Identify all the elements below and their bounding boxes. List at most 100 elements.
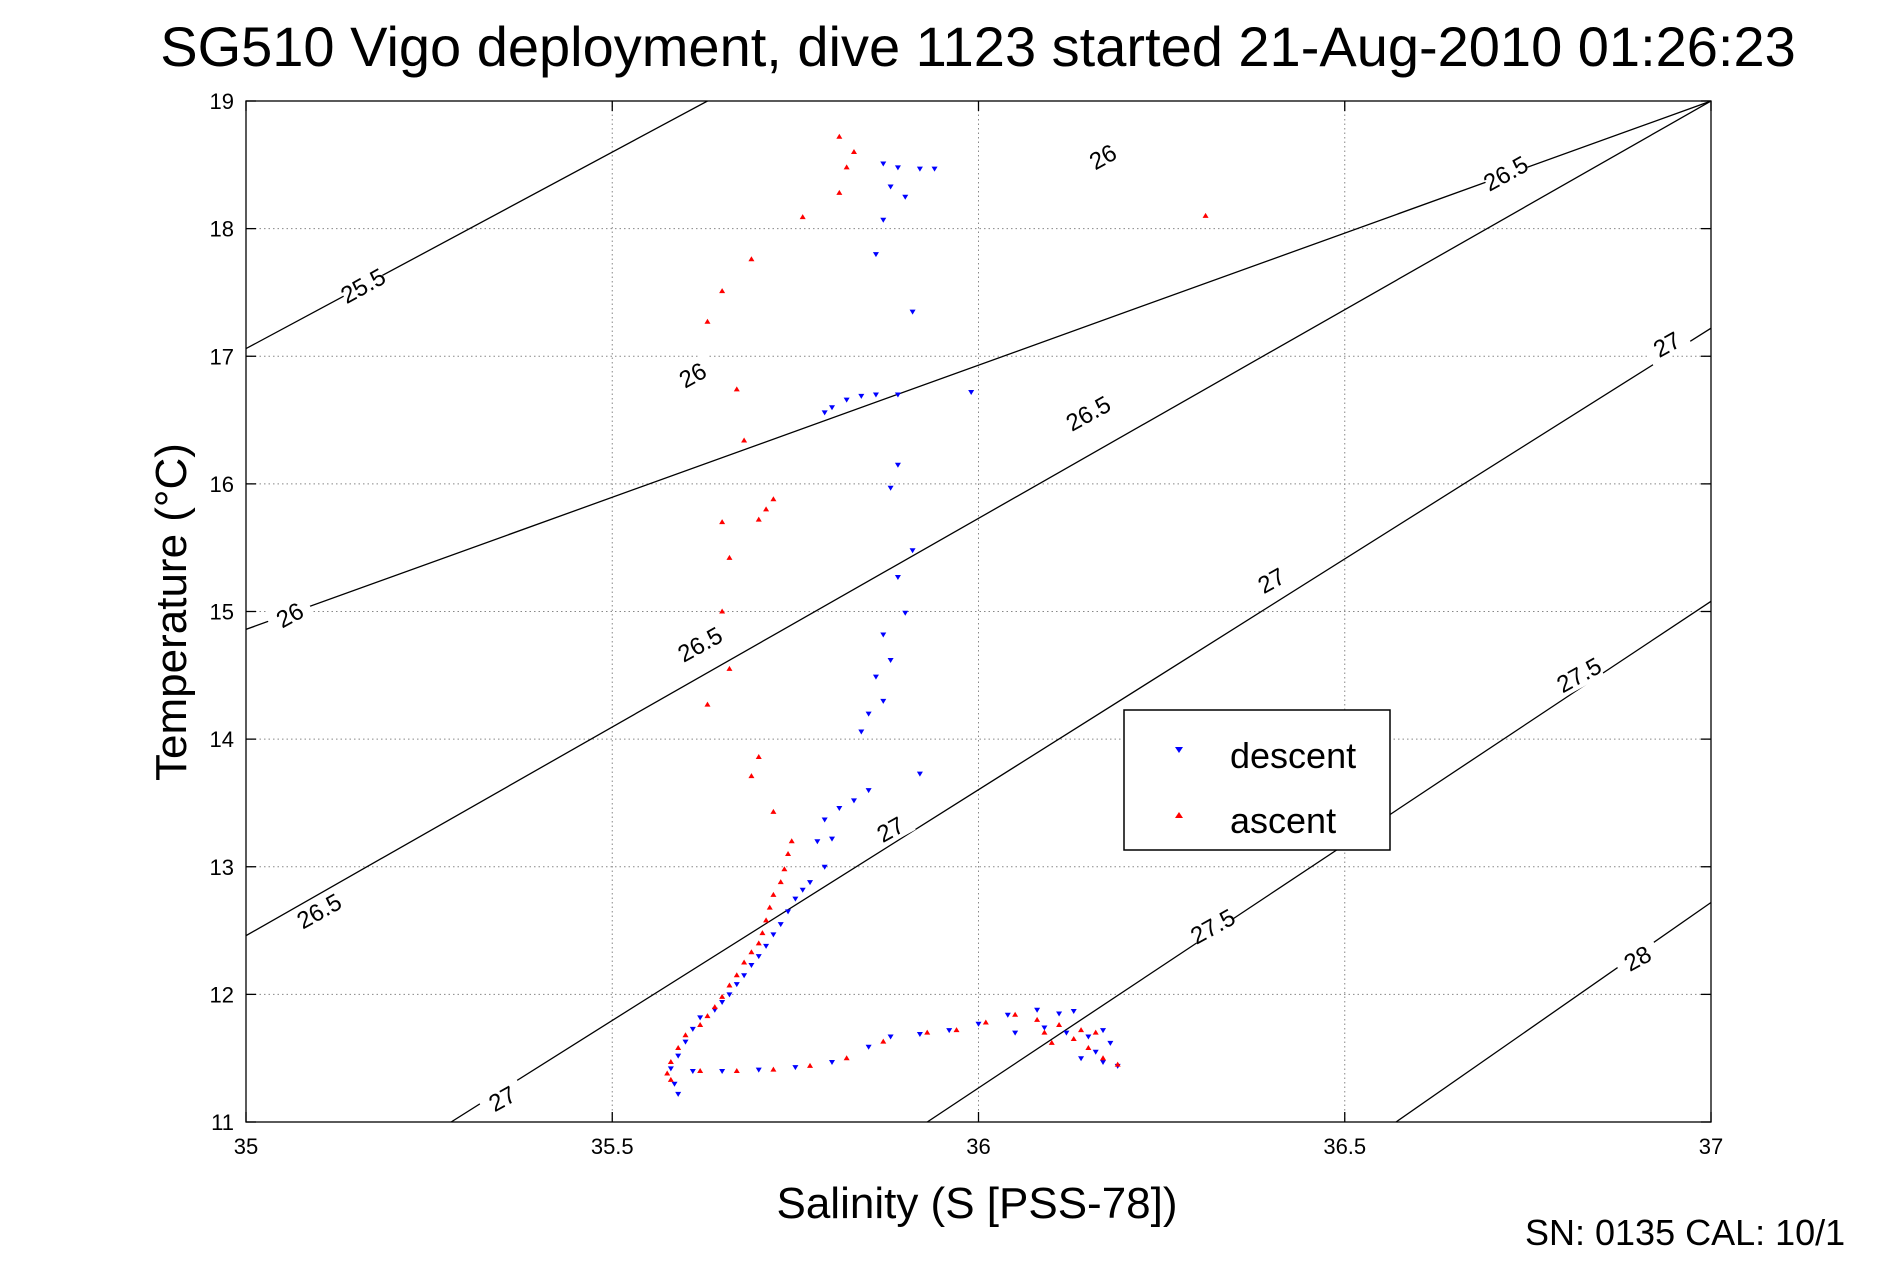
density-contours [246,101,1711,1122]
descent-point [880,161,887,167]
descent-point [689,1026,696,1032]
ascent-point [667,1059,674,1065]
ascent-point [759,930,766,936]
contour-label-bg [1553,652,1605,697]
descent-point [697,1015,704,1021]
descent-point [968,389,975,395]
ascent-point [763,917,770,923]
ascent-point [675,1044,682,1050]
ascent-point [733,972,740,978]
descent-point [1056,1011,1063,1017]
ascent-point [807,1062,814,1068]
ascent-point [704,1013,711,1019]
descent-point [843,397,850,403]
ascent-point [1092,1029,1099,1035]
series-ascent [664,133,1209,1082]
descent-point [902,610,909,616]
descent-point [865,788,872,794]
descent-point [814,839,821,845]
footer-serial-calibration: SN: 0135 CAL: 10/1 [1525,1212,1845,1253]
descent-point [763,943,770,949]
descent-point [887,184,894,190]
ascent-point [697,1022,704,1028]
series-descent [667,161,1121,1097]
descent-point [1012,1030,1019,1036]
descent-point [865,711,872,717]
contour-label-bg [864,806,916,851]
legend-ascent-label: ascent [1230,800,1336,841]
descent-point [829,1060,835,1066]
ascent-point [1114,1061,1121,1067]
descent-point [667,1066,674,1072]
descent-point [1100,1028,1107,1034]
descent-point [770,932,777,938]
ascent-point [755,516,762,522]
ascent-point [982,1019,989,1025]
x-tick-label: 36.5 [1323,1134,1366,1159]
descent-point [946,1028,953,1034]
ascent-point [953,1027,960,1033]
legend-ascent-marker [1175,812,1183,818]
ascent-point [1056,1022,1063,1028]
contour-label: 25.5 [336,263,390,309]
descent-point [777,922,784,928]
descent-point [865,1044,872,1050]
ascent-point [788,838,795,844]
descent-point [887,1034,894,1040]
contour-label-bg [1186,903,1238,948]
descent-point [880,698,887,704]
contour-label: 26.5 [293,889,347,935]
ascent-point [1041,1029,1048,1035]
descent-point [719,1068,726,1074]
ascent-point [755,753,762,759]
descent-point [1078,1056,1085,1062]
ascent-point [726,982,733,988]
descent-point [1100,1060,1107,1066]
ascent-point [843,1055,850,1061]
ascent-point [770,891,777,897]
descent-point [689,1068,696,1074]
descent-point [916,771,923,777]
legend-descent-marker [1175,747,1183,753]
x-tick-label: 36 [966,1134,990,1159]
ascent-point [1012,1011,1019,1017]
descent-point [880,632,887,638]
descent-point [829,405,835,411]
ascent-point [682,1032,689,1038]
y-tick-label: 19 [210,89,234,114]
descent-point [1004,1012,1011,1018]
contour-label: 27.5 [1186,904,1240,950]
ascent-point [836,133,843,139]
chart-title: SG510 Vigo deployment, dive 1123 started… [160,15,1796,78]
contour-label: 26.5 [1062,391,1116,437]
contour-label-bg [476,1076,528,1121]
ascent-point [770,1066,777,1072]
contour-label-bg [674,621,726,666]
descent-point [887,485,894,491]
ascent-point [704,318,711,324]
ascent-point [741,437,748,443]
descent-point [829,836,835,842]
descent-point [916,166,923,172]
ascent-point [850,149,857,155]
ascent-point [733,386,740,392]
descent-point [836,806,843,812]
sigma-contour-line [246,101,1711,937]
ascent-point [766,904,773,910]
x-tick-label: 35.5 [591,1134,634,1159]
y-axis-label: Temperature (°C) [147,443,196,781]
contour-label-bg [666,352,718,397]
ascent-point [719,608,726,614]
ascent-point [664,1070,671,1076]
descent-point [807,880,814,886]
descent-point [733,982,740,988]
contour-label-bg [1641,321,1693,366]
ascent-point [748,256,755,262]
contour-label: 27.5 [1552,653,1606,699]
ascent-point [836,189,843,195]
y-tick-label: 12 [210,982,234,1007]
ascent-point [719,519,726,525]
ascent-point [1048,1039,1055,1045]
legend-box [1123,709,1391,851]
contour-label-bg [1076,134,1129,179]
